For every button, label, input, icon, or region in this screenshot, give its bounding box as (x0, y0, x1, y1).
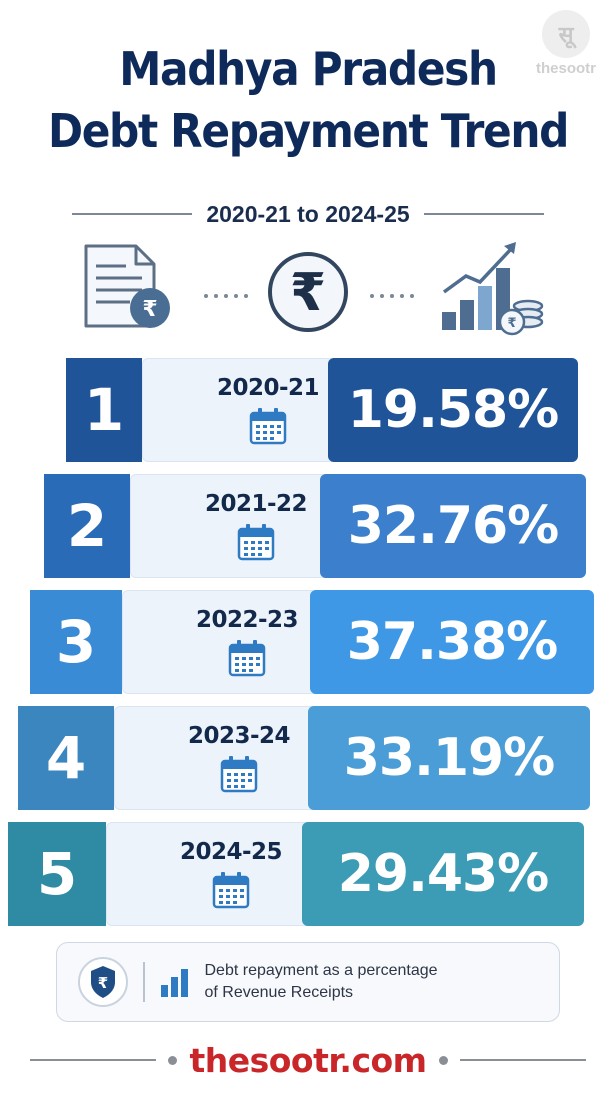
calendar-icon (220, 755, 258, 793)
rank-number: 1 (66, 358, 142, 462)
rank-number: 5 (8, 822, 106, 926)
footer-right-dot (438, 1055, 448, 1065)
watermark-brand-text: thesootr (536, 60, 596, 77)
repayment-percentage: 19.58% (328, 358, 578, 462)
calendar-icon (237, 523, 275, 561)
shield-rupee-icon: ₹ (78, 957, 128, 1007)
footer: thesootr.com (30, 1040, 587, 1080)
note-text: Debt repayment as a percentage of Revenu… (204, 962, 438, 1001)
footer-left-rule (30, 1059, 157, 1061)
calendar-icon (249, 407, 287, 445)
document-rupee-icon: ₹ (84, 244, 170, 328)
calendar-icon (212, 871, 250, 909)
thesootr-watermark: सू thesootr (530, 10, 602, 77)
footer-right-rule (459, 1059, 587, 1061)
svg-text:₹: ₹ (290, 263, 326, 323)
growth-chart-coins-icon: ₹ (442, 242, 544, 336)
fiscal-year-label: 2023-24 (187, 723, 291, 749)
footer-brand: thesootr.com (189, 1040, 427, 1080)
list-item: 4 2023-24 33.19% (18, 706, 590, 810)
note-divider (143, 962, 145, 1002)
fiscal-year-label: 2024-25 (179, 839, 283, 865)
rank-number: 3 (30, 590, 122, 694)
date-range-subtitle: 2020-21 to 2024-25 (206, 200, 410, 227)
title-line-1: Madhya Pradesh (119, 42, 498, 96)
fiscal-year-label: 2021-22 (204, 491, 308, 517)
svg-text:₹: ₹ (98, 974, 108, 992)
subtitle-left-rule (72, 213, 193, 215)
fiscal-year-label: 2022-23 (195, 607, 299, 633)
list-item: 5 2024-25 29.43% (8, 822, 584, 926)
subtitle-right-rule (423, 213, 544, 215)
svg-text:₹: ₹ (142, 297, 157, 322)
dotted-connector-left (204, 294, 248, 298)
rank-number: 4 (18, 706, 114, 810)
repayment-percentage: 32.76% (320, 474, 586, 578)
svg-text:₹: ₹ (507, 316, 516, 331)
list-item: 3 2022-23 37.38% (30, 590, 594, 694)
calendar-icon (228, 639, 266, 677)
bar-chart-icon (160, 969, 188, 997)
legend-note: ₹ Debt repayment as a percentage of Reve… (56, 942, 560, 1022)
page-title: Madhya Pradesh Debt Repayment Trend (25, 38, 592, 162)
repayment-percentage: 33.19% (308, 706, 590, 810)
dotted-connector-right (370, 294, 414, 298)
icon-row: ₹ ₹ ₹ (70, 240, 546, 336)
repayment-percentage: 29.43% (302, 822, 584, 926)
fiscal-year-label: 2020-21 (216, 375, 320, 401)
footer-left-dot (168, 1055, 178, 1065)
rupee-circle-icon: ₹ (268, 252, 348, 332)
list-item: 2 2021-22 32.76% (44, 474, 586, 578)
title-line-2: Debt Repayment Trend (47, 104, 569, 158)
thesootr-seal-logo: सू (542, 10, 590, 58)
list-item: 1 2020-21 19.58% (66, 358, 578, 462)
rank-number: 2 (44, 474, 130, 578)
subtitle-row: 2020-21 to 2024-25 (72, 198, 544, 230)
repayment-percentage: 37.38% (310, 590, 594, 694)
